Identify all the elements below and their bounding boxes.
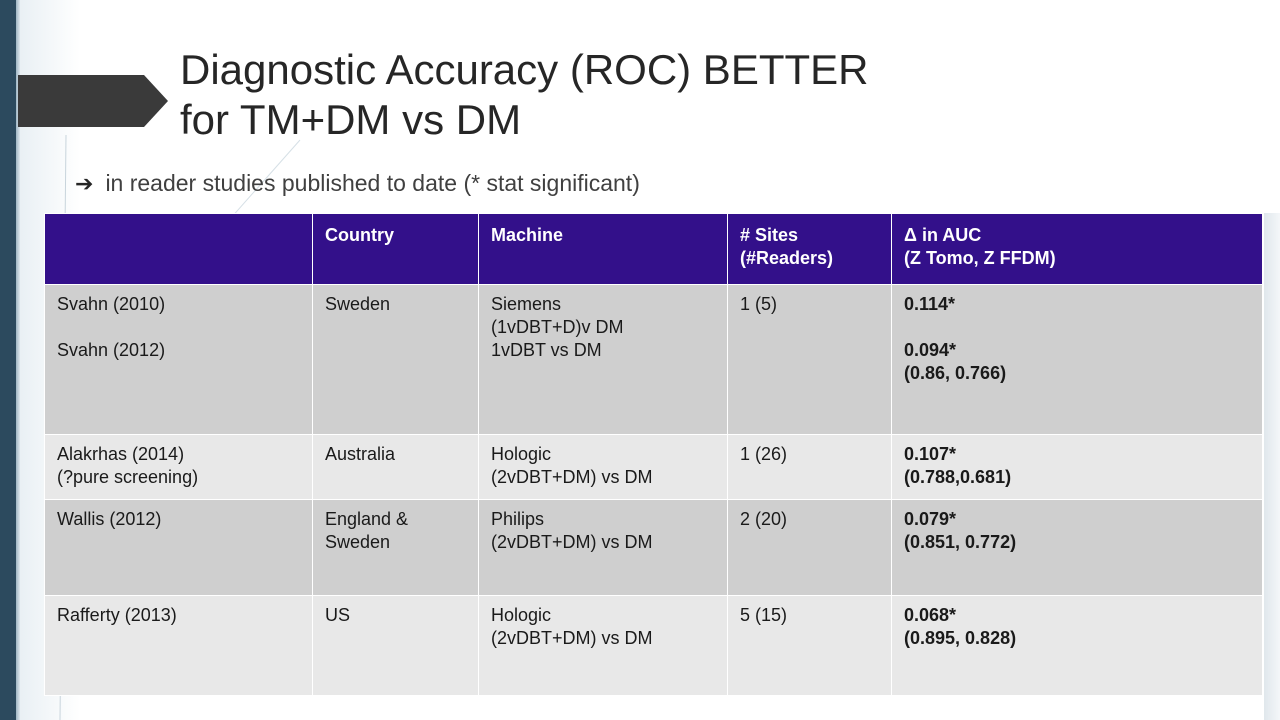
auc-value: 0.114* — [904, 294, 956, 314]
study-note: (?pure screening) — [57, 467, 199, 487]
country-line: Sweden — [325, 532, 391, 552]
cell-study: Wallis (2012) — [44, 499, 313, 596]
cell-auc: 0.068* (0.895, 0.828) — [891, 595, 1263, 696]
machine-line: (2vDBT+DM) vs DM — [491, 628, 653, 648]
cell-machine: Philips (2vDBT+DM) vs DM — [478, 499, 728, 596]
header-study — [44, 213, 313, 285]
machine-line: (2vDBT+DM) vs DM — [491, 532, 653, 552]
cell-study: Rafferty (2013) — [44, 595, 313, 696]
header-auc-line-2: (Z Tomo, Z FFDM) — [904, 248, 1056, 268]
cell-machine: Siemens (1vDBT+D)v DM 1vDBT vs DM — [478, 284, 728, 435]
header-sites: # Sites (#Readers) — [727, 213, 892, 285]
table-header-row: Country Machine # Sites (#Readers) Δ in … — [44, 213, 1263, 285]
machine-line: (2vDBT+DM) vs DM — [491, 467, 653, 487]
title-arrow-tab — [18, 75, 168, 127]
title-line-1: Diagnostic Accuracy (ROC) BETTER — [180, 46, 869, 93]
page-title: Diagnostic Accuracy (ROC) BETTER for TM+… — [180, 45, 1180, 145]
left-accent-bar — [0, 0, 20, 720]
subtitle: ➔ in reader studies published to date (*… — [75, 170, 640, 197]
header-country: Country — [312, 213, 479, 285]
table-row: Rafferty (2013) US Hologic (2vDBT+DM) vs… — [44, 595, 1263, 696]
study-name: Alakrhas (2014) — [57, 444, 185, 464]
cell-sites: 1 (5) — [727, 284, 892, 435]
cell-sites: 1 (26) — [727, 434, 892, 500]
cell-study: Alakrhas (2014) (?pure screening) — [44, 434, 313, 500]
header-auc-line-1: Δ in AUC — [904, 225, 982, 245]
subtitle-text: in reader studies published to date (* s… — [105, 170, 640, 196]
machine-line: 1vDBT vs DM — [491, 340, 602, 360]
header-sites-line-1: # Sites — [740, 225, 799, 245]
cell-auc: 0.079* (0.851, 0.772) — [891, 499, 1263, 596]
cell-country: Australia — [312, 434, 479, 500]
machine-line: Hologic — [491, 444, 552, 464]
cell-machine: Hologic (2vDBT+DM) vs DM — [478, 595, 728, 696]
auc-range: (0.86, 0.766) — [904, 363, 1007, 383]
machine-line: Siemens — [491, 294, 562, 314]
machine-line: Philips — [491, 509, 545, 529]
study-name: Svahn (2012) — [57, 340, 166, 360]
machine-line: Hologic — [491, 605, 552, 625]
cell-auc: 0.107* (0.788,0.681) — [891, 434, 1263, 500]
cell-machine: Hologic (2vDBT+DM) vs DM — [478, 434, 728, 500]
country-line: England & — [325, 509, 409, 529]
table-row: Svahn (2010) Svahn (2012) Sweden Siemens… — [44, 284, 1263, 435]
table-row: Wallis (2012) England & Sweden Philips (… — [44, 499, 1263, 596]
auc-value: 0.094* — [904, 340, 957, 360]
auc-range: (0.788,0.681) — [904, 467, 1012, 487]
table-row: Alakrhas (2014) (?pure screening) Austra… — [44, 434, 1263, 500]
arrow-bullet-icon: ➔ — [75, 170, 94, 196]
cell-study: Svahn (2010) Svahn (2012) — [44, 284, 313, 435]
auc-value: 0.068* — [904, 605, 957, 625]
cell-sites: 5 (15) — [727, 595, 892, 696]
right-edge-strip — [1264, 213, 1280, 720]
cell-country: England & Sweden — [312, 499, 479, 596]
header-sites-line-2: (#Readers) — [740, 248, 834, 268]
cell-sites: 2 (20) — [727, 499, 892, 596]
machine-line: (1vDBT+D)v DM — [491, 317, 624, 337]
cell-auc: 0.114* 0.094* (0.86, 0.766) — [891, 284, 1263, 435]
auc-value: 0.107* — [904, 444, 957, 464]
cell-country: US — [312, 595, 479, 696]
auc-range: (0.851, 0.772) — [904, 532, 1017, 552]
title-line-2: for TM+DM vs DM — [180, 96, 522, 143]
auc-range: (0.895, 0.828) — [904, 628, 1017, 648]
reader-studies-table: Country Machine # Sites (#Readers) Δ in … — [44, 213, 1263, 696]
study-name: Svahn (2010) — [57, 294, 166, 314]
cell-country: Sweden — [312, 284, 479, 435]
header-machine: Machine — [478, 213, 728, 285]
auc-value: 0.079* — [904, 509, 957, 529]
header-auc: Δ in AUC (Z Tomo, Z FFDM) — [891, 213, 1263, 285]
